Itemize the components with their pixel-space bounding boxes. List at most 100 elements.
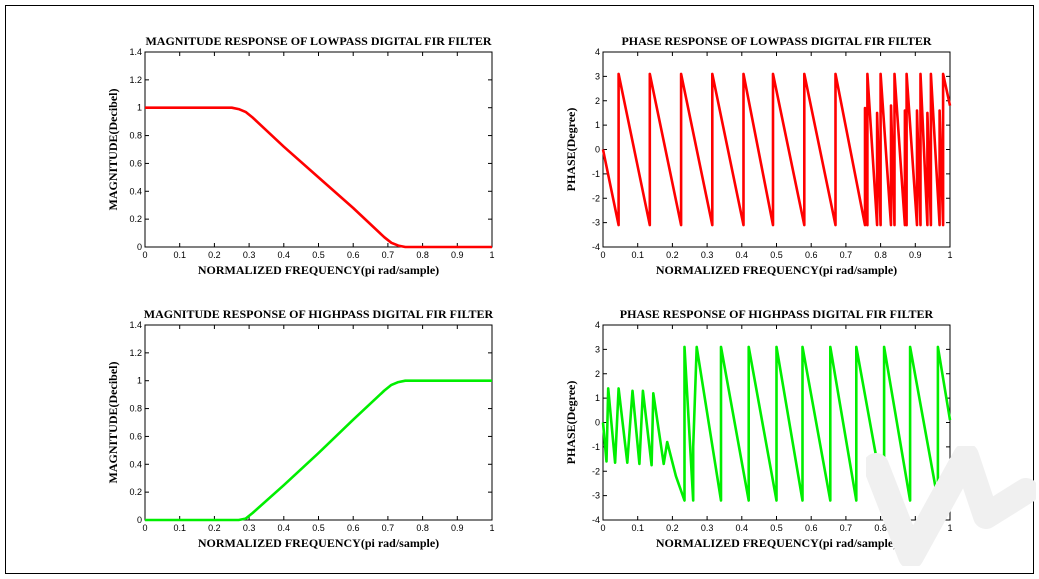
x-tick-label: 0.3 bbox=[243, 250, 256, 260]
y-tick-label: 0.2 bbox=[129, 214, 142, 224]
series-line bbox=[145, 106, 492, 249]
y-tick-label: 2 bbox=[595, 369, 600, 379]
x-tick-label: 0.2 bbox=[208, 250, 221, 260]
y-tick-label: 0 bbox=[595, 418, 600, 428]
x-tick-label: 0 bbox=[600, 523, 605, 533]
x-tick-label: 0.6 bbox=[805, 250, 818, 260]
chart-title: PHASE RESPONSE OF HIGHPASS DIGITAL FIR F… bbox=[620, 307, 934, 321]
x-tick-label: 0.8 bbox=[416, 250, 429, 260]
y-tick-label: 0 bbox=[137, 242, 142, 252]
x-tick-label: 0.1 bbox=[173, 523, 186, 533]
y-tick-label: 0 bbox=[137, 515, 142, 525]
y-tick-label: -4 bbox=[592, 242, 600, 252]
y-tick-label: 0 bbox=[595, 145, 600, 155]
y-tick-label: -3 bbox=[592, 218, 600, 228]
x-axis-label: NORMALIZED FREQUENCY(pi rad/sample) bbox=[656, 536, 897, 550]
x-tick-label: 0.8 bbox=[416, 523, 429, 533]
x-tick-label: 0 bbox=[142, 523, 147, 533]
plot-area bbox=[144, 324, 493, 521]
y-tick-label: 0.8 bbox=[129, 404, 142, 414]
y-tick-label: 3 bbox=[595, 71, 600, 81]
x-tick-label: 0.7 bbox=[840, 250, 853, 260]
x-tick-label: 1 bbox=[489, 523, 494, 533]
y-tick-label: 0.4 bbox=[129, 186, 142, 196]
x-tick-label: 1 bbox=[947, 250, 952, 260]
y-tick-label: 1.2 bbox=[129, 75, 142, 85]
figure-frame: MAGNITUDE RESPONSE OF LOWPASS DIGITAL FI… bbox=[5, 5, 1036, 574]
y-tick-label: 3 bbox=[595, 344, 600, 354]
y-tick-label: -3 bbox=[592, 491, 600, 501]
y-tick-label: 4 bbox=[595, 320, 600, 330]
y-tick-label: 1 bbox=[595, 393, 600, 403]
x-tick-label: 0.1 bbox=[173, 250, 186, 260]
y-axis-label: PHASE(Degree) bbox=[564, 381, 578, 465]
x-tick-label: 0.5 bbox=[312, 523, 325, 533]
y-tick-label: 0.6 bbox=[129, 431, 142, 441]
x-tick-label: 0 bbox=[600, 250, 605, 260]
x-tick-label: 0.7 bbox=[840, 523, 853, 533]
x-tick-label: 0.6 bbox=[805, 523, 818, 533]
x-tick-label: 0.2 bbox=[666, 523, 679, 533]
y-tick-label: 2 bbox=[595, 96, 600, 106]
y-tick-label: 4 bbox=[595, 47, 600, 57]
x-tick-label: 0.9 bbox=[451, 523, 464, 533]
x-tick-label: 0.9 bbox=[451, 250, 464, 260]
y-axis-label: MAGNITUDE(Decibel) bbox=[106, 89, 120, 211]
plot-area bbox=[602, 51, 951, 248]
y-tick-label: 1.4 bbox=[129, 320, 142, 330]
y-tick-label: 0.6 bbox=[129, 158, 142, 168]
x-tick-label: 1 bbox=[947, 523, 952, 533]
x-tick-label: 0.6 bbox=[347, 523, 360, 533]
x-axis-label: NORMALIZED FREQUENCY(pi rad/sample) bbox=[198, 263, 439, 277]
x-tick-label: 0.6 bbox=[347, 250, 360, 260]
chart-hp-mag: MAGNITUDE RESPONSE OF HIGHPASS DIGITAL F… bbox=[106, 307, 495, 550]
x-tick-label: 0.4 bbox=[736, 250, 749, 260]
x-tick-label: 0.3 bbox=[243, 523, 256, 533]
y-tick-label: 1.2 bbox=[129, 348, 142, 358]
x-axis-label: NORMALIZED FREQUENCY(pi rad/sample) bbox=[656, 263, 897, 277]
chart-lp-phase: PHASE RESPONSE OF LOWPASS DIGITAL FIR FI… bbox=[564, 34, 953, 277]
y-tick-label: -2 bbox=[592, 193, 600, 203]
y-tick-label: -4 bbox=[592, 515, 600, 525]
y-tick-label: -1 bbox=[592, 169, 600, 179]
y-tick-label: 0.8 bbox=[129, 131, 142, 141]
x-tick-label: 0.4 bbox=[736, 523, 749, 533]
x-tick-label: 0.1 bbox=[631, 523, 644, 533]
x-tick-label: 0.5 bbox=[312, 250, 325, 260]
watermark-logo bbox=[866, 446, 1036, 566]
chart-title: MAGNITUDE RESPONSE OF HIGHPASS DIGITAL F… bbox=[144, 307, 494, 321]
x-tick-label: 0.3 bbox=[701, 250, 714, 260]
y-axis-label: MAGNITUDE(Decibel) bbox=[106, 362, 120, 484]
plot-area bbox=[144, 51, 493, 248]
x-tick-label: 0.4 bbox=[278, 523, 291, 533]
x-tick-label: 0.9 bbox=[909, 250, 922, 260]
y-tick-label: 1 bbox=[137, 103, 142, 113]
x-tick-label: 1 bbox=[489, 250, 494, 260]
chart-title: PHASE RESPONSE OF LOWPASS DIGITAL FIR FI… bbox=[621, 34, 931, 48]
chart-lp-mag: MAGNITUDE RESPONSE OF LOWPASS DIGITAL FI… bbox=[106, 34, 495, 277]
x-tick-label: 0.1 bbox=[631, 250, 644, 260]
x-tick-label: 0.2 bbox=[208, 523, 221, 533]
x-tick-label: 0.2 bbox=[666, 250, 679, 260]
x-tick-label: 0.8 bbox=[874, 250, 887, 260]
y-tick-label: -1 bbox=[592, 442, 600, 452]
y-tick-label: 1 bbox=[137, 376, 142, 386]
y-tick-label: 1.4 bbox=[129, 47, 142, 57]
x-tick-label: 0.8 bbox=[874, 523, 887, 533]
x-tick-label: 0.3 bbox=[701, 523, 714, 533]
y-tick-label: 0.4 bbox=[129, 459, 142, 469]
x-tick-label: 0 bbox=[142, 250, 147, 260]
x-tick-label: 0.7 bbox=[382, 250, 395, 260]
y-axis-label: PHASE(Degree) bbox=[564, 108, 578, 192]
series-line bbox=[601, 72, 952, 227]
y-tick-label: 1 bbox=[595, 120, 600, 130]
x-tick-label: 0.5 bbox=[770, 523, 783, 533]
y-tick-label: 0.2 bbox=[129, 487, 142, 497]
x-tick-label: 0.4 bbox=[278, 250, 291, 260]
x-axis-label: NORMALIZED FREQUENCY(pi rad/sample) bbox=[198, 536, 439, 550]
chart-title: MAGNITUDE RESPONSE OF LOWPASS DIGITAL FI… bbox=[145, 34, 491, 48]
series-line bbox=[145, 379, 492, 522]
x-tick-label: 0.7 bbox=[382, 523, 395, 533]
x-tick-label: 0.5 bbox=[770, 250, 783, 260]
y-tick-label: -2 bbox=[592, 466, 600, 476]
